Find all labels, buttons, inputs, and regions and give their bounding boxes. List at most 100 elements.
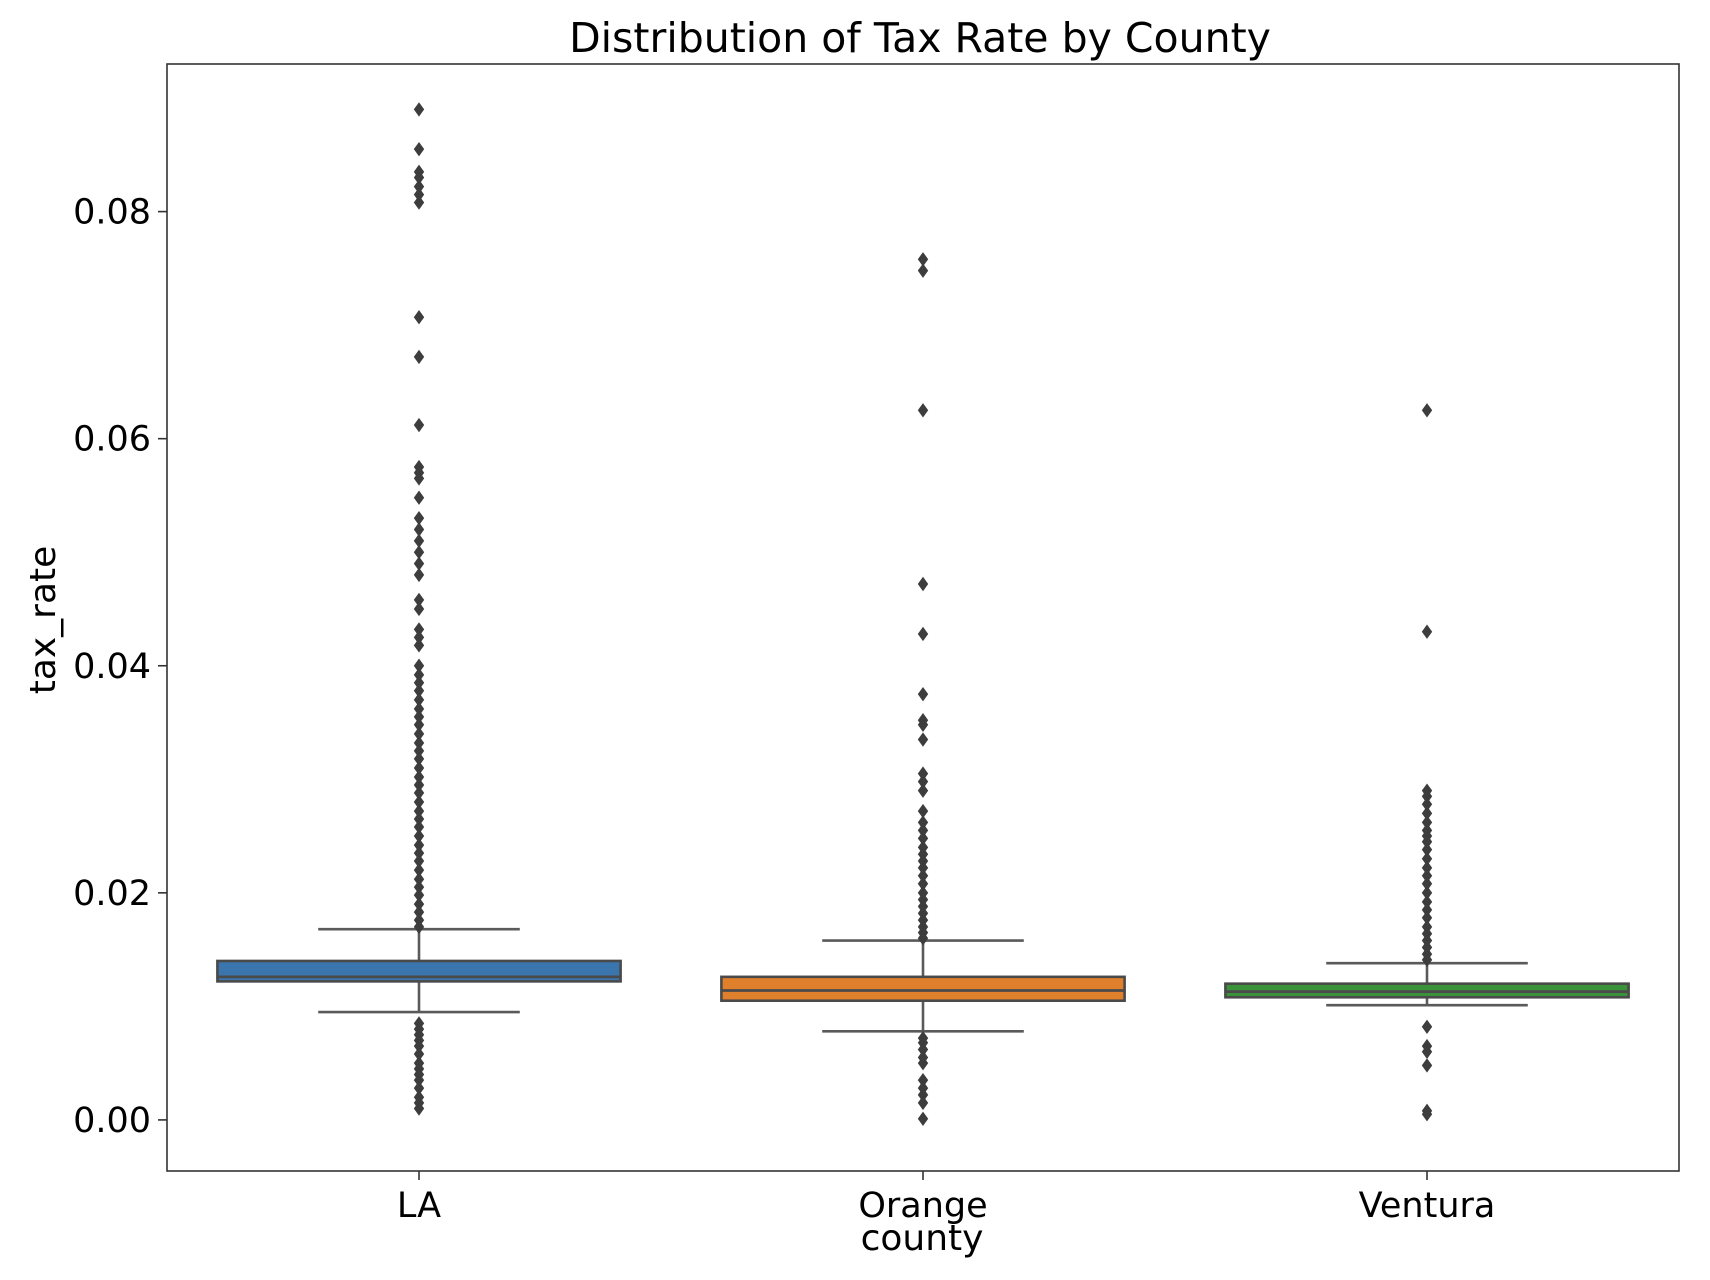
box-series [216,102,1630,1126]
outlier-point [917,931,929,946]
outlier-point [413,510,425,526]
outlier-point [917,815,929,830]
outlier-point [917,732,929,747]
outlier-point [413,417,425,433]
outlier-point [917,1072,929,1088]
plot-area: 0.00 0.02 0.04 0.06 0.08 LA Orange Ventura [73,63,1680,1226]
outlier-point [917,1055,929,1071]
outlier-point [413,692,425,708]
x-tick-label: Orange [858,1186,987,1226]
outlier-point [917,831,929,846]
outlier-point [917,860,929,876]
outlier-point [917,803,929,819]
outlier-point [413,102,425,117]
y-tick-label: 0.02 [73,874,151,914]
outlier-point [413,170,425,185]
outlier-point [1421,789,1433,804]
outlier-point [413,592,425,608]
outlier-point [917,876,929,891]
outlier-point [413,794,425,810]
outlier-point [413,309,425,325]
y-axis: 0.00 0.02 0.04 0.06 0.08 [73,193,167,1141]
x-axis-label: county [861,1218,984,1259]
outlier-point [413,1072,425,1088]
outlier-point [413,819,425,835]
outlier-point [917,783,929,798]
outlier-point [413,760,425,776]
iqr-box [216,959,622,983]
outlier-point [413,1038,425,1054]
y-tick-label: 0.06 [73,420,151,460]
y-tick-label: 0.08 [73,193,151,233]
outlier-point [1421,876,1433,891]
outlier-point [413,658,425,673]
outlier-point [1421,1058,1433,1073]
chart-title: Distribution of Tax Rate by County [569,14,1271,62]
outlier-point [413,622,425,637]
outlier-point [917,823,929,838]
outlier-point [413,726,425,742]
outlier-point [1421,885,1433,901]
outlier-point [413,179,425,194]
outlier-point [917,252,929,267]
outlier-point [1421,1107,1433,1122]
outlier-point [917,576,929,592]
outlier-point [413,904,425,920]
outlier-point [413,1101,425,1116]
outlier-point [917,1111,929,1126]
outlier-point [413,919,425,935]
outlier-point [413,828,425,844]
outlier-point [1421,842,1433,857]
outlier-point [413,1046,425,1062]
outlier-point [413,187,425,202]
outlier-point [917,774,929,789]
outlier-point [413,811,425,827]
outlier-point [413,1080,425,1096]
outlier-point [413,349,425,365]
outlier-point [1421,1019,1433,1035]
outlier-point [413,803,425,819]
box-la [216,102,622,1116]
outlier-point [1421,910,1433,926]
outlier-point [1421,815,1433,830]
box-orange [720,252,1126,1126]
outlier-point [413,709,425,725]
y-tick-label: 0.00 [73,1101,151,1141]
x-tick-label: Ventura [1359,1186,1496,1226]
outlier-point [917,1087,929,1103]
outlier-point [413,837,425,853]
outlier-point [413,141,425,157]
outlier-point [917,686,929,702]
outlier-point [413,195,425,210]
outlier-point [1421,624,1433,639]
outlier-point [413,545,425,560]
outlier-point [413,872,425,887]
y-tick-label: 0.04 [73,647,151,687]
outlier-point [413,490,425,505]
y-axis-label: tax_rate [23,546,64,695]
outlier-point [413,522,425,537]
outlier-point [413,471,425,486]
outlier-point [413,735,425,751]
outlier-point [917,263,929,278]
outlier-point [413,751,425,767]
outlier-point [1421,806,1433,821]
box-ventura [1224,403,1630,1122]
outlier-point [1421,834,1433,849]
outlier-point [1421,868,1433,883]
iqr-box [720,975,1126,1002]
outlier-point [1421,894,1433,910]
outlier-point [413,567,425,583]
outlier-point [413,862,425,878]
outlier-point [413,701,425,717]
outlier-point [413,683,425,698]
outlier-point [413,638,425,653]
outlier-point [413,630,425,645]
outlier-point [1421,851,1433,866]
outlier-point [1421,1044,1433,1059]
outlier-point [413,769,425,785]
x-axis: LA Orange Ventura [397,1171,1495,1226]
x-tick-label: LA [397,1186,441,1226]
outlier-point [917,1095,929,1111]
